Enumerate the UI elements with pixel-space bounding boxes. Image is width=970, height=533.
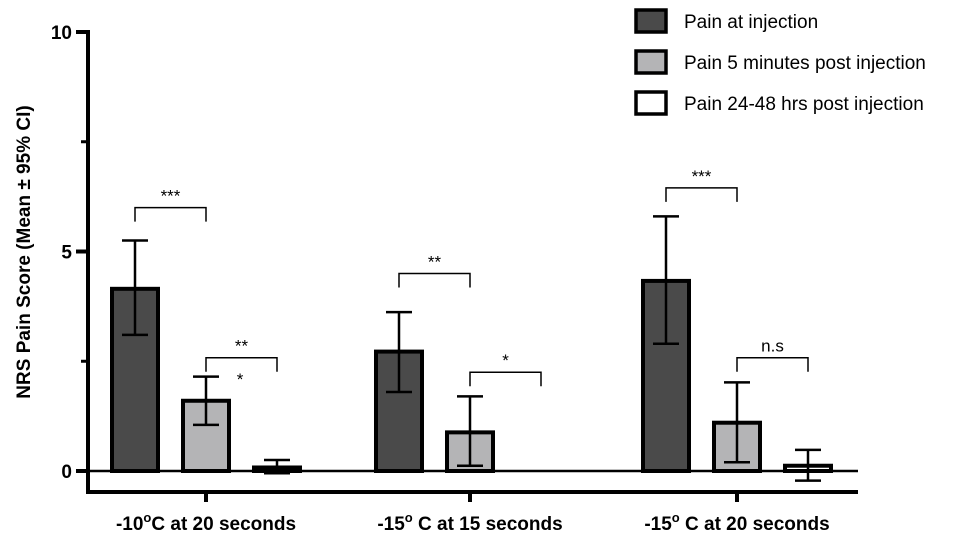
y-axis-label: NRS Pain Score (Mean ± 95% CI): [14, 105, 35, 398]
legend-label: Pain 24-48 hrs post injection: [684, 94, 924, 115]
significance-bracket: [666, 188, 737, 202]
significance-label: ***: [161, 187, 181, 206]
x-tick-label: -15o C at 15 seconds: [377, 510, 562, 533]
significance-bracket: [737, 358, 808, 372]
y-tick-label: 10: [51, 23, 72, 44]
significance-bracket: [135, 208, 206, 222]
bars: [112, 281, 831, 471]
significance-label: **: [428, 252, 442, 271]
legend-label: Pain at injection: [684, 12, 818, 33]
significance-bracket: [470, 372, 541, 386]
x-tick-label: -10oC at 20 seconds: [116, 510, 296, 533]
x-tick-label: -15o C at 20 seconds: [644, 510, 829, 533]
significance-label: **: [235, 337, 249, 356]
significance-label: *: [502, 351, 509, 370]
significance-label: *: [237, 370, 244, 389]
y-tick-label: 0: [61, 462, 72, 483]
significance-label: n.s: [761, 337, 784, 356]
legend: Pain at injection Pain 5 minutes post inj…: [636, 10, 926, 115]
legend-swatch: [636, 10, 666, 32]
legend-swatch: [636, 92, 666, 114]
y-tick-label: 5: [61, 243, 72, 264]
legend-label: Pain 5 minutes post injection: [684, 53, 926, 74]
significance-annotations: ************n.s: [135, 167, 808, 389]
significance-label: ***: [692, 167, 712, 186]
significance-bracket: [399, 273, 470, 287]
legend-swatch: [636, 51, 666, 73]
